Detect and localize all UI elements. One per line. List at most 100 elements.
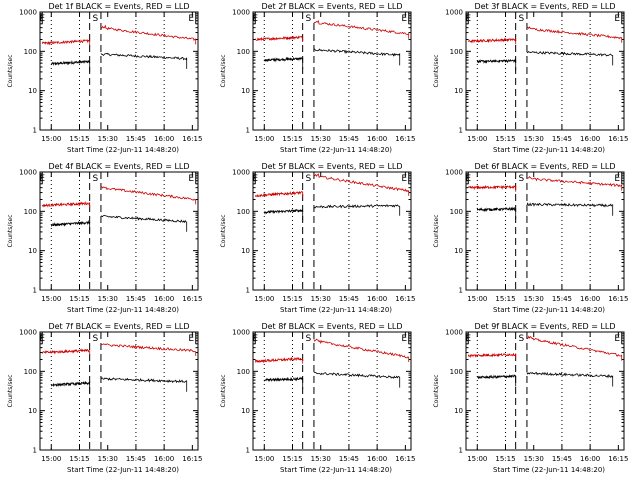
y-tick-label: 1000 — [232, 329, 250, 337]
panel-title: Det 9f BLACK = Events, RED = LLD — [474, 322, 615, 331]
x-tick-label: 15:30 — [524, 295, 544, 303]
x-tick-label: 15:30 — [524, 455, 544, 463]
lld-series-line — [41, 348, 91, 356]
events-series-line — [50, 380, 91, 394]
plot-frame — [465, 11, 625, 131]
events-series-line — [263, 376, 304, 389]
x-tick-label: 16:15 — [182, 455, 202, 463]
event-marker: E — [465, 14, 471, 24]
lld-series-line — [313, 19, 410, 39]
y-tick-label: 1 — [33, 447, 37, 455]
lld-series-line — [100, 24, 197, 45]
event-marker: S — [92, 174, 98, 184]
event-marker: E — [465, 174, 471, 184]
x-tick-label: 16:00 — [580, 135, 600, 143]
lld-series-line — [254, 190, 304, 198]
y-axis-label: Counts/sec — [7, 214, 14, 247]
x-tick-label: 15:45 — [552, 135, 572, 143]
events-series-line — [100, 52, 188, 69]
y-tick-label: 1000 — [232, 9, 250, 17]
y-tick-label: 10 — [454, 87, 463, 95]
event-marker: E — [39, 14, 45, 24]
events-series-line — [100, 214, 188, 232]
plot-frame — [39, 331, 199, 451]
x-tick-label: 15:45 — [126, 135, 146, 143]
y-tick-label: 1 — [459, 447, 463, 455]
events-series-line — [313, 204, 401, 216]
x-tick-label: 16:15 — [395, 135, 415, 143]
event-marker: S — [305, 14, 311, 24]
x-tick-label: 15:00 — [41, 135, 61, 143]
x-axis-label: Start Time (22-Jun-11 14:48:20) — [493, 146, 605, 154]
x-tick-label: 15:15 — [69, 455, 89, 463]
event-marker: S — [92, 14, 98, 24]
events-series-line — [526, 50, 614, 66]
y-tick-label: 10 — [454, 247, 463, 255]
x-tick-label: 15:30 — [311, 295, 331, 303]
y-tick-label: 10 — [241, 247, 250, 255]
event-marker: E — [614, 14, 620, 24]
x-tick-label: 15:15 — [282, 135, 302, 143]
lld-series-line — [526, 26, 623, 43]
x-tick-label: 15:15 — [69, 295, 89, 303]
event-marker: E — [465, 334, 471, 344]
x-tick-label: 15:30 — [311, 135, 331, 143]
panel-det-9: Det 9f BLACK = Events, RED = LLD Counts/s… — [433, 322, 628, 474]
events-series-line — [476, 58, 517, 71]
y-tick-label: 100 — [237, 48, 250, 56]
y-tick-label: 100 — [450, 368, 463, 376]
y-tick-label: 1 — [246, 447, 250, 455]
x-tick-label: 15:00 — [467, 135, 487, 143]
x-tick-label: 15:45 — [552, 295, 572, 303]
y-tick-label: 100 — [450, 48, 463, 56]
x-tick-label: 15:15 — [69, 135, 89, 143]
events-series-line — [263, 208, 304, 221]
x-tick-label: 15:45 — [339, 295, 359, 303]
event-marker: E — [614, 334, 620, 344]
event-marker: E — [188, 174, 194, 184]
y-tick-label: 100 — [450, 208, 463, 216]
panel-title: Det 5f BLACK = Events, RED = LLD — [261, 162, 402, 171]
x-tick-label: 15:30 — [311, 455, 331, 463]
y-tick-label: 100 — [237, 368, 250, 376]
y-tick-label: 1000 — [445, 329, 463, 337]
y-axis-label: Counts/sec — [433, 54, 440, 87]
event-marker: S — [305, 334, 311, 344]
x-tick-label: 15:45 — [552, 455, 572, 463]
y-tick-label: 10 — [454, 407, 463, 415]
x-tick-label: 15:30 — [98, 455, 118, 463]
event-marker: S — [518, 174, 524, 184]
x-axis-label: Start Time (22-Jun-11 14:48:20) — [280, 466, 392, 474]
events-series-line — [50, 219, 91, 233]
y-tick-label: 1 — [246, 127, 250, 135]
plot-frame — [39, 11, 199, 131]
y-tick-label: 1000 — [232, 169, 250, 177]
plot-frame — [252, 171, 412, 291]
panel-det-7: Det 7f BLACK = Events, RED = LLD Counts/s… — [7, 322, 202, 474]
y-tick-label: 100 — [24, 368, 37, 376]
y-tick-label: 1 — [246, 287, 250, 295]
x-axis-label: Start Time (22-Jun-11 14:48:20) — [280, 306, 392, 314]
plot-frame — [39, 171, 199, 291]
y-tick-label: 1000 — [445, 169, 463, 177]
lld-series-line — [468, 184, 517, 192]
y-axis-label: Counts/sec — [7, 54, 14, 87]
lld-series-line — [100, 185, 197, 205]
panel-det-3: Det 3f BLACK = Events, RED = LLD Counts/s… — [433, 2, 628, 154]
x-tick-label: 15:45 — [126, 295, 146, 303]
y-tick-label: 100 — [24, 48, 37, 56]
y-tick-label: 1000 — [445, 9, 463, 17]
plot-frame — [465, 171, 625, 291]
y-tick-label: 1000 — [19, 9, 37, 17]
lld-series-line — [526, 176, 623, 191]
event-marker: E — [252, 174, 258, 184]
panel-title: Det 2f BLACK = Events, RED = LLD — [261, 2, 402, 11]
events-series-line — [313, 48, 401, 66]
event-marker: E — [39, 334, 45, 344]
event-marker: S — [305, 174, 311, 184]
x-tick-label: 16:15 — [395, 295, 415, 303]
plot-frame — [465, 331, 625, 451]
panel-det-1: Det 1f BLACK = Events, RED = LLD Counts/s… — [7, 2, 202, 154]
lld-series-line — [41, 39, 91, 46]
